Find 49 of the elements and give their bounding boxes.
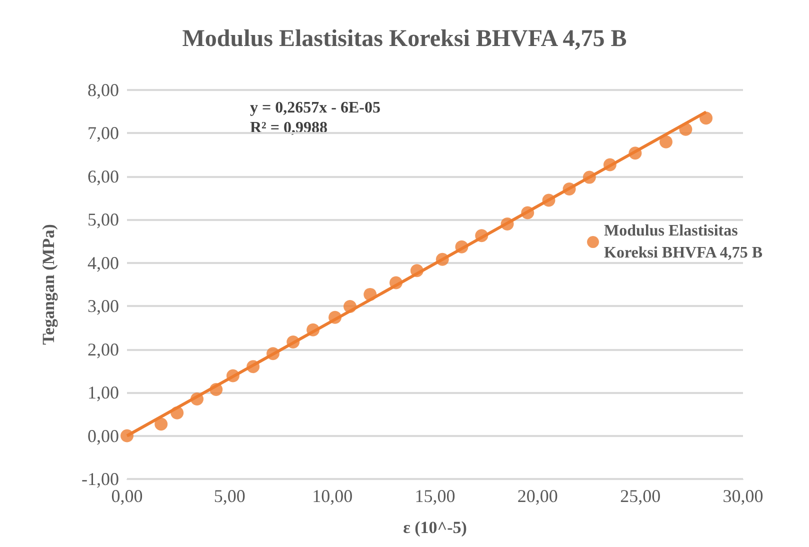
point	[562, 182, 576, 196]
y-tick-label: 2,00	[88, 339, 119, 360]
chart-title: Modulus Elastisitas Koreksi BHVFA 4,75 B	[182, 26, 627, 52]
y-tick-label: -1,00	[82, 469, 119, 489]
point	[436, 252, 449, 266]
point	[190, 392, 204, 406]
x-tick-label: 5,00	[214, 486, 246, 506]
y-tick-label: 1,00	[88, 382, 119, 403]
x-tick-label: 15,00	[414, 486, 456, 506]
legend-label: Modulus Elastisitas Koreksi BHVFA 4,75 B	[604, 222, 763, 262]
point	[364, 288, 377, 301]
point	[521, 206, 534, 220]
point	[628, 146, 642, 160]
point	[154, 418, 168, 431]
y-tick-label: 4,00	[88, 252, 119, 273]
point	[455, 240, 468, 254]
x-tick-label: 10,00	[312, 486, 353, 506]
y-tick-label: 6,00	[88, 166, 119, 186]
point	[475, 229, 488, 242]
point	[328, 310, 342, 324]
y-tick-label: 7,00	[88, 123, 119, 144]
point	[170, 406, 184, 420]
point	[410, 264, 424, 278]
x-axis-title: ε (10^-5)	[403, 518, 467, 537]
x-tick-label: 20,00	[517, 486, 558, 506]
y-tick-label: 8,00	[88, 80, 119, 100]
point	[603, 158, 616, 172]
x-tick-label: 30,00	[722, 486, 764, 506]
point	[120, 429, 134, 442]
point	[700, 112, 713, 125]
point	[679, 122, 692, 136]
point	[306, 323, 320, 336]
point	[226, 369, 240, 382]
point	[344, 300, 356, 314]
y-tick-label: 3,00	[88, 296, 119, 316]
point	[582, 170, 596, 184]
point	[286, 335, 300, 348]
x-tick-label: 25,00	[620, 486, 661, 506]
point	[266, 347, 280, 360]
y-tick-label: 0,00	[88, 426, 119, 446]
point	[660, 135, 672, 148]
point	[542, 194, 556, 207]
point	[246, 360, 260, 374]
point	[500, 217, 514, 230]
point	[210, 383, 223, 396]
point	[390, 276, 402, 290]
y-axis-title: Tegangan (MPa)	[39, 224, 58, 345]
y-tick-label: 5,00	[88, 210, 119, 230]
x-tick-label: 0,00	[111, 486, 143, 506]
